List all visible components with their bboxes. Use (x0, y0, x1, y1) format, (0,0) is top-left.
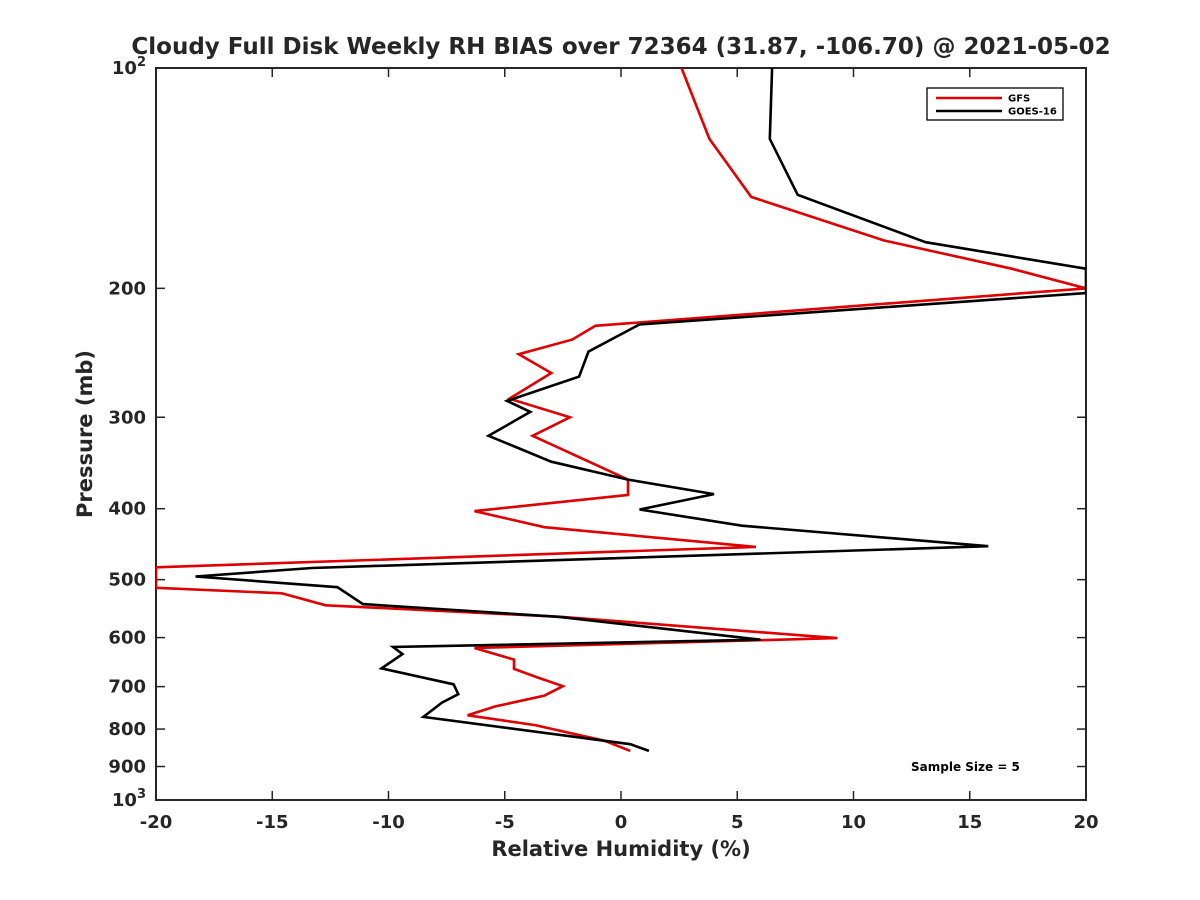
y-tick-label: 900 (108, 757, 146, 778)
series-line-gfs (156, 68, 1086, 753)
y-tick-label: 103 (112, 787, 146, 811)
x-tick-label: 0 (615, 812, 628, 833)
y-tick-label: 600 (108, 628, 146, 649)
y-tick-label: 800 (108, 719, 146, 740)
x-axis: -20 -15 -10 -5 0 5 10 15 20 (140, 68, 1099, 833)
x-axis-label: Relative Humidity (%) (491, 837, 750, 861)
y-tick-label: 300 (108, 407, 146, 428)
y-tick-label: 400 (108, 499, 146, 520)
x-tick-label: -20 (140, 812, 173, 833)
x-tick-label: 15 (957, 812, 982, 833)
y-axis: 102 200 300 400 500 600 700 800 900 103 (108, 55, 1086, 811)
plot-frame (155, 67, 1087, 801)
legend-label: GFS (1008, 94, 1030, 105)
x-tick-label: 20 (1073, 812, 1098, 833)
x-tick-label: -5 (495, 812, 515, 833)
chart-title: Cloudy Full Disk Weekly RH BIAS over 723… (131, 34, 1110, 60)
y-tick-label: 200 (108, 278, 146, 299)
y-tick-label: 700 (108, 677, 146, 698)
x-tick-label: -10 (372, 812, 405, 833)
y-axis-label: Pressure (mb) (73, 350, 97, 518)
y-tick-label: 500 (108, 570, 146, 591)
y-tick-label: 102 (112, 55, 146, 79)
x-tick-label: 5 (731, 812, 744, 833)
x-tick-label: -15 (256, 812, 289, 833)
x-tick-label: 10 (841, 812, 866, 833)
plot-area (155, 67, 1087, 801)
legend-box (926, 87, 1064, 121)
sample-size-annotation: Sample Size = 5 (911, 760, 1020, 774)
series-line-goes-16 (195, 68, 1086, 753)
series-layer (156, 68, 1086, 753)
legend: GFS GOES-16 (926, 87, 1064, 121)
legend-label: GOES-16 (1008, 107, 1057, 118)
